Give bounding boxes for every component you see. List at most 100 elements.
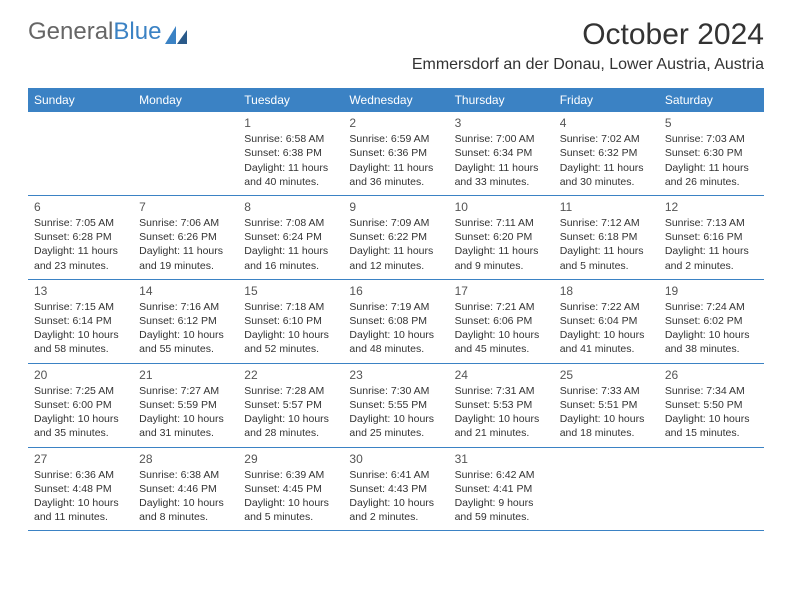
sunrise-line: Sunrise: 7:03 AM [665,132,758,146]
sunrise-line: Sunrise: 7:25 AM [34,384,127,398]
calendar-day: 9Sunrise: 7:09 AMSunset: 6:22 PMDaylight… [343,196,448,279]
daylight-line: Daylight: 11 hours and 12 minutes. [349,244,442,272]
day-number: 23 [349,367,442,383]
day-number: 14 [139,283,232,299]
daylight-line: Daylight: 10 hours and 2 minutes. [349,496,442,524]
daylight-line: Daylight: 10 hours and 21 minutes. [455,412,548,440]
calendar-week: 27Sunrise: 6:36 AMSunset: 4:48 PMDayligh… [28,448,764,532]
day-number: 20 [34,367,127,383]
daylight-line: Daylight: 11 hours and 33 minutes. [455,161,548,189]
day-number: 11 [560,199,653,215]
sunrise-line: Sunrise: 7:24 AM [665,300,758,314]
day-number: 7 [139,199,232,215]
sunset-line: Sunset: 6:36 PM [349,146,442,160]
logo-text-gray: General [28,18,113,46]
sunset-line: Sunset: 6:22 PM [349,230,442,244]
daylight-line: Daylight: 11 hours and 2 minutes. [665,244,758,272]
weekday-header: Thursday [449,88,554,112]
day-number: 9 [349,199,442,215]
sunset-line: Sunset: 4:46 PM [139,482,232,496]
header: GeneralBlue October 2024 Emmersdorf an d… [0,0,792,82]
calendar-day: 18Sunrise: 7:22 AMSunset: 6:04 PMDayligh… [554,280,659,363]
sunset-line: Sunset: 6:14 PM [34,314,127,328]
sunset-line: Sunset: 5:53 PM [455,398,548,412]
calendar-day: 24Sunrise: 7:31 AMSunset: 5:53 PMDayligh… [449,364,554,447]
day-number: 29 [244,451,337,467]
daylight-line: Daylight: 10 hours and 15 minutes. [665,412,758,440]
daylight-line: Daylight: 10 hours and 5 minutes. [244,496,337,524]
calendar-day: 31Sunrise: 6:42 AMSunset: 4:41 PMDayligh… [449,448,554,531]
sunrise-line: Sunrise: 7:22 AM [560,300,653,314]
daylight-line: Daylight: 11 hours and 23 minutes. [34,244,127,272]
calendar-day: 23Sunrise: 7:30 AMSunset: 5:55 PMDayligh… [343,364,448,447]
daylight-line: Daylight: 10 hours and 25 minutes. [349,412,442,440]
sunset-line: Sunset: 6:04 PM [560,314,653,328]
weekday-header: Monday [133,88,238,112]
day-number: 24 [455,367,548,383]
daylight-line: Daylight: 10 hours and 45 minutes. [455,328,548,356]
sunrise-line: Sunrise: 6:58 AM [244,132,337,146]
weekday-header: Tuesday [238,88,343,112]
sunrise-line: Sunrise: 6:42 AM [455,468,548,482]
calendar-week: 6Sunrise: 7:05 AMSunset: 6:28 PMDaylight… [28,196,764,280]
sunset-line: Sunset: 6:26 PM [139,230,232,244]
daylight-line: Daylight: 10 hours and 18 minutes. [560,412,653,440]
calendar-day: 11Sunrise: 7:12 AMSunset: 6:18 PMDayligh… [554,196,659,279]
day-number: 1 [244,115,337,131]
calendar-day: 16Sunrise: 7:19 AMSunset: 6:08 PMDayligh… [343,280,448,363]
daylight-line: Daylight: 9 hours and 59 minutes. [455,496,548,524]
sunset-line: Sunset: 4:48 PM [34,482,127,496]
calendar-day: 30Sunrise: 6:41 AMSunset: 4:43 PMDayligh… [343,448,448,531]
day-number: 30 [349,451,442,467]
sunrise-line: Sunrise: 7:08 AM [244,216,337,230]
daylight-line: Daylight: 10 hours and 11 minutes. [34,496,127,524]
calendar-day: 12Sunrise: 7:13 AMSunset: 6:16 PMDayligh… [659,196,764,279]
daylight-line: Daylight: 11 hours and 5 minutes. [560,244,653,272]
calendar-day: 17Sunrise: 7:21 AMSunset: 6:06 PMDayligh… [449,280,554,363]
day-number: 15 [244,283,337,299]
daylight-line: Daylight: 11 hours and 9 minutes. [455,244,548,272]
logo-sail-icon [165,23,187,41]
calendar-day: 10Sunrise: 7:11 AMSunset: 6:20 PMDayligh… [449,196,554,279]
sunrise-line: Sunrise: 6:38 AM [139,468,232,482]
calendar-day: 28Sunrise: 6:38 AMSunset: 4:46 PMDayligh… [133,448,238,531]
sunset-line: Sunset: 6:06 PM [455,314,548,328]
calendar-day: 26Sunrise: 7:34 AMSunset: 5:50 PMDayligh… [659,364,764,447]
sunset-line: Sunset: 6:12 PM [139,314,232,328]
calendar-day: 13Sunrise: 7:15 AMSunset: 6:14 PMDayligh… [28,280,133,363]
day-number: 25 [560,367,653,383]
calendar-day-empty [659,448,764,531]
daylight-line: Daylight: 10 hours and 58 minutes. [34,328,127,356]
sunrise-line: Sunrise: 7:31 AM [455,384,548,398]
day-number: 13 [34,283,127,299]
day-number: 28 [139,451,232,467]
sunset-line: Sunset: 6:18 PM [560,230,653,244]
day-number: 16 [349,283,442,299]
daylight-line: Daylight: 11 hours and 16 minutes. [244,244,337,272]
sunrise-line: Sunrise: 7:06 AM [139,216,232,230]
sunrise-line: Sunrise: 7:21 AM [455,300,548,314]
weekday-header: Saturday [659,88,764,112]
calendar-day: 21Sunrise: 7:27 AMSunset: 5:59 PMDayligh… [133,364,238,447]
daylight-line: Daylight: 10 hours and 8 minutes. [139,496,232,524]
sunset-line: Sunset: 5:59 PM [139,398,232,412]
daylight-line: Daylight: 10 hours and 48 minutes. [349,328,442,356]
daylight-line: Daylight: 10 hours and 52 minutes. [244,328,337,356]
sunrise-line: Sunrise: 7:28 AM [244,384,337,398]
sunset-line: Sunset: 6:08 PM [349,314,442,328]
logo-text-blue: Blue [113,18,161,46]
day-number: 10 [455,199,548,215]
day-number: 2 [349,115,442,131]
day-number: 31 [455,451,548,467]
calendar-day-empty [554,448,659,531]
sunset-line: Sunset: 6:00 PM [34,398,127,412]
sunrise-line: Sunrise: 7:18 AM [244,300,337,314]
daylight-line: Daylight: 10 hours and 35 minutes. [34,412,127,440]
sunset-line: Sunset: 5:50 PM [665,398,758,412]
daylight-line: Daylight: 10 hours and 41 minutes. [560,328,653,356]
day-number: 8 [244,199,337,215]
calendar-day-empty [133,112,238,195]
day-number: 21 [139,367,232,383]
daylight-line: Daylight: 11 hours and 26 minutes. [665,161,758,189]
sunrise-line: Sunrise: 7:12 AM [560,216,653,230]
